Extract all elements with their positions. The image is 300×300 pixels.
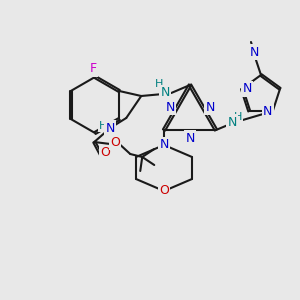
Text: O: O: [100, 146, 110, 160]
Text: N: N: [263, 105, 272, 118]
Text: H: H: [234, 112, 242, 122]
Text: O: O: [159, 184, 169, 197]
Text: N: N: [205, 101, 215, 114]
Text: H: H: [99, 121, 107, 131]
Text: N: N: [242, 82, 252, 95]
Text: N: N: [249, 46, 259, 59]
Text: N: N: [185, 131, 195, 145]
Text: N: N: [227, 116, 237, 128]
Text: N: N: [159, 139, 169, 152]
Text: O: O: [110, 136, 120, 148]
Text: N: N: [165, 101, 175, 114]
Text: H: H: [155, 79, 164, 89]
Text: N: N: [106, 122, 115, 134]
Text: N: N: [160, 86, 170, 100]
Text: F: F: [89, 62, 97, 76]
